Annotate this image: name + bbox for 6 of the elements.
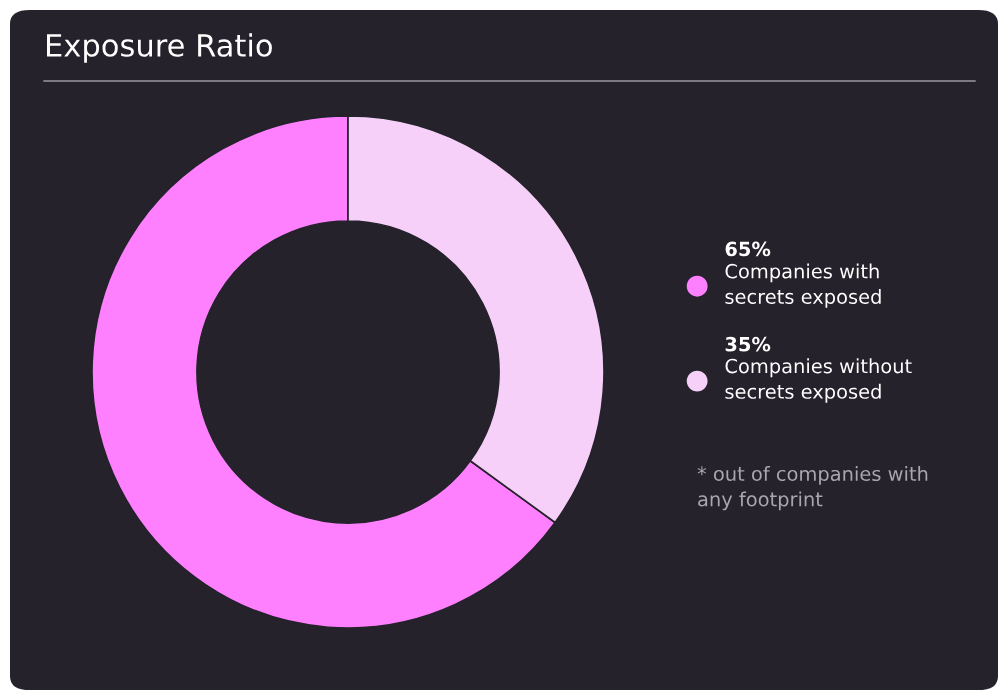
legend-label: Companies without secrets exposed (725, 358, 912, 403)
data-label: 65% (725, 241, 771, 257)
chart-title: Exposure Ratio (47, 33, 272, 63)
legend-label: Companies with secrets exposed (725, 263, 881, 308)
data-label: 35% (725, 336, 771, 352)
text: * out of companies with any footprint (697, 466, 928, 511)
